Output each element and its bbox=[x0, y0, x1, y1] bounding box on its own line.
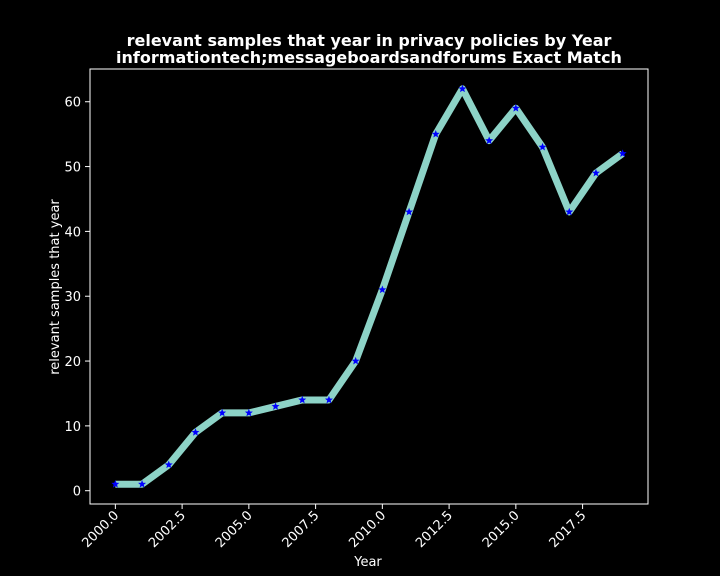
y-tick-label: 10 bbox=[64, 420, 81, 435]
data-point bbox=[138, 480, 147, 488]
x-tick-label: 2017.5 bbox=[547, 508, 590, 551]
x-tick-label: 2000.0 bbox=[79, 508, 122, 551]
data-point bbox=[538, 142, 547, 151]
data-point bbox=[298, 395, 307, 404]
x-tick-label: 2010.0 bbox=[346, 508, 389, 551]
plot-frame bbox=[89, 68, 649, 505]
data-point bbox=[191, 428, 200, 436]
x-axis-label: Year bbox=[353, 555, 382, 570]
x-tick-label: 2002.5 bbox=[146, 508, 189, 551]
y-tick-label: 50 bbox=[64, 161, 81, 176]
data-point bbox=[378, 285, 387, 294]
x-tick-label: 2012.5 bbox=[413, 508, 456, 551]
data-point bbox=[511, 104, 520, 112]
y-tick-label: 20 bbox=[64, 355, 81, 370]
plot-area: 2000.0 2002.5 2005.0 2007.5 2010.0 2012.5 2015… bbox=[64, 68, 649, 551]
data-point bbox=[591, 168, 600, 177]
data-point bbox=[565, 207, 574, 216]
data-point bbox=[405, 207, 414, 216]
x-tick-label: 2005.0 bbox=[213, 508, 256, 551]
data-point bbox=[458, 84, 467, 93]
data-point bbox=[111, 480, 120, 488]
y-tick-label: 60 bbox=[64, 96, 81, 111]
x-tick-label: 2007.5 bbox=[280, 508, 323, 551]
data-point bbox=[164, 460, 173, 469]
data-point bbox=[618, 149, 627, 157]
data-point bbox=[431, 129, 440, 138]
data-point bbox=[244, 408, 253, 417]
data-point bbox=[271, 402, 280, 410]
series-line bbox=[115, 85, 625, 488]
chart-title: relevant samples that year in privacy po… bbox=[127, 31, 612, 50]
data-point bbox=[218, 408, 227, 417]
y-tick-label: 40 bbox=[64, 225, 81, 240]
y-tick-label: 0 bbox=[73, 485, 81, 500]
y-axis-label: relevant samples that year bbox=[48, 199, 63, 375]
y-tick-label: 30 bbox=[64, 290, 81, 305]
data-point bbox=[324, 395, 333, 404]
data-point bbox=[351, 356, 360, 365]
data-point bbox=[485, 136, 494, 145]
chart-subtitle: informationtech;messageboardsandforums E… bbox=[116, 48, 622, 67]
x-tick-label: 2015.0 bbox=[480, 508, 523, 551]
